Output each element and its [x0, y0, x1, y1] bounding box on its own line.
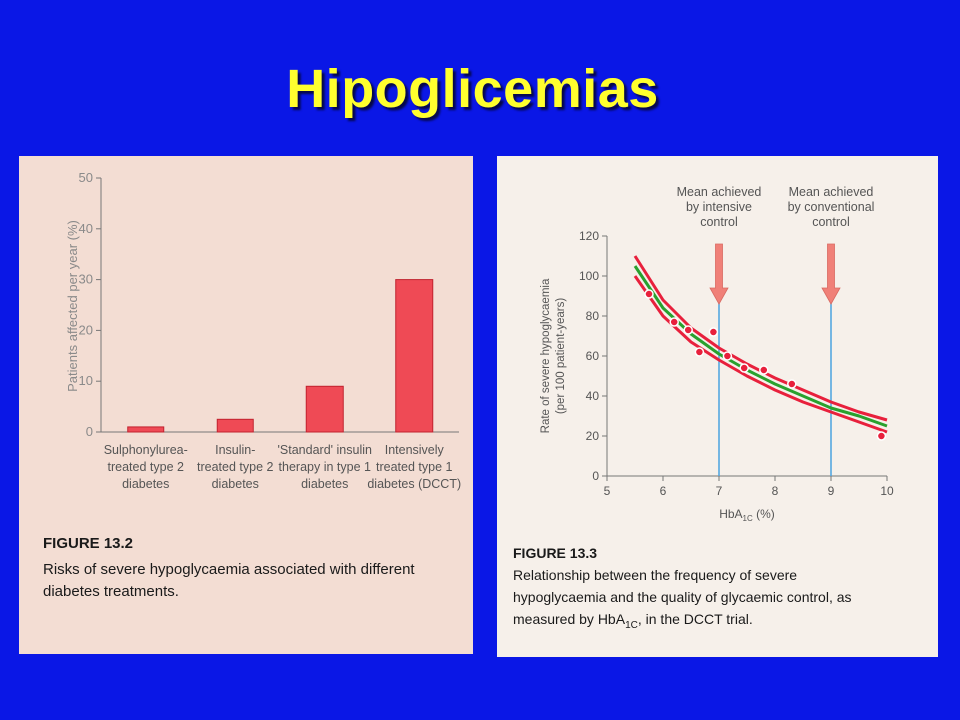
- x-tick-label: Sulphonylurea-: [104, 443, 188, 457]
- series-line: [633, 275, 888, 434]
- y-tick-label: 100: [579, 269, 599, 283]
- x-tick-label: Insulin-: [215, 443, 255, 457]
- y-axis-label: Patients affected per year (%): [65, 220, 80, 392]
- x-axis-label: HbA1C (%): [719, 507, 775, 523]
- data-point: [787, 379, 797, 389]
- y-tick-label: 40: [79, 221, 93, 236]
- y-axis-label: (per 100 patient-years): [555, 298, 567, 415]
- y-tick-label: 60: [586, 349, 600, 363]
- y-tick-label: 10: [79, 373, 93, 388]
- caption-part: measured by HbA: [513, 611, 626, 627]
- slide-title: Hipoglicemias: [286, 59, 659, 119]
- x-tick-label: 9: [828, 484, 835, 498]
- data-point: [669, 317, 679, 327]
- x-tick-label: treated type 1: [376, 460, 452, 474]
- down-arrow-icon: [709, 243, 729, 305]
- bar: [305, 385, 344, 433]
- bar-chart: 0 10 20 30 40 50 Patients affected per year (…: [43, 170, 461, 600]
- y-tick-label: 80: [586, 309, 600, 323]
- reference-label: control: [812, 215, 850, 229]
- data-point: [739, 363, 749, 373]
- x-tick-label: 'Standard' insulin: [278, 443, 372, 457]
- caption-line: hypoglycaemia and the quality of glycaem…: [513, 589, 852, 605]
- data-point: [644, 289, 654, 299]
- series-line: [633, 265, 888, 428]
- y-tick-label: 50: [79, 170, 93, 185]
- data-point: [759, 365, 769, 375]
- x-axis-label-unit: (%): [753, 507, 775, 521]
- x-tick-label: 10: [880, 484, 894, 498]
- reference-label: control: [700, 215, 738, 229]
- figure-label: FIGURE 13.2: [43, 535, 133, 552]
- y-tick-label: 0: [592, 469, 599, 483]
- data-point: [683, 325, 693, 335]
- bar-chart-figure: 0 10 20 30 40 50 Patients affected per year (…: [19, 156, 473, 654]
- reference-label: Mean achieved: [677, 185, 762, 199]
- caption-line: Risks of severe hypoglycaemia associated…: [43, 561, 415, 578]
- x-tick-label: therapy in type 1: [279, 460, 371, 474]
- down-arrow-icon: [821, 243, 841, 305]
- caption-part: , in the DCCT trial.: [638, 611, 753, 627]
- caption-sub: 1C: [625, 620, 638, 631]
- caption-line: diabetes treatments.: [43, 583, 179, 600]
- bar: [127, 426, 165, 433]
- x-tick-label: 5: [604, 484, 611, 498]
- x-tick-label: diabetes: [212, 477, 259, 491]
- x-tick-label: 7: [716, 484, 723, 498]
- reference-label: Mean achieved: [789, 185, 874, 199]
- bar: [216, 418, 254, 433]
- x-tick-label: treated type 2: [108, 460, 184, 474]
- y-tick-label: 0: [86, 424, 93, 439]
- caption-line: Relationship between the frequency of se…: [513, 567, 797, 583]
- x-tick-label: 8: [772, 484, 779, 498]
- y-tick-label: 30: [79, 272, 93, 287]
- x-tick-label: 6: [660, 484, 667, 498]
- y-tick-label: 120: [579, 229, 599, 243]
- y-tick-label: 20: [586, 429, 600, 443]
- series-line: [633, 255, 888, 422]
- x-axis-label-sub: 1C: [743, 514, 753, 523]
- figure-label: FIGURE 13.3: [513, 545, 597, 561]
- y-tick-label: 40: [586, 389, 600, 403]
- bar: [395, 279, 434, 433]
- x-axis-label-main: HbA: [719, 507, 742, 521]
- caption-line: measured by HbA1C, in the DCCT trial.: [513, 611, 753, 631]
- x-tick-label: treated type 2: [197, 460, 273, 474]
- data-point: [708, 327, 719, 337]
- reference-label: by conventional: [788, 200, 875, 214]
- x-tick-label: diabetes: [122, 477, 169, 491]
- x-tick-label: diabetes: [301, 477, 348, 491]
- line-chart-figure: 0 20 40 60 80 100 120 5 6 7 8 9 10 Mean achieved by …: [497, 156, 938, 657]
- data-point: [694, 347, 705, 357]
- y-axis-label: Rate of severe hypoglycaemia: [540, 278, 552, 433]
- data-point: [876, 431, 887, 441]
- y-tick-label: 20: [79, 322, 93, 337]
- reference-label: by intensive: [686, 200, 752, 214]
- x-tick-label: Intensively: [385, 443, 445, 457]
- data-point: [722, 351, 733, 361]
- x-tick-label: diabetes (DCCT): [367, 477, 461, 491]
